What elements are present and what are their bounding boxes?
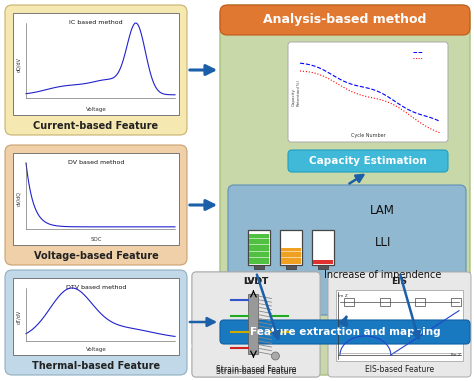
Text: Feature extraction and mapping: Feature extraction and mapping <box>250 327 440 337</box>
FancyBboxPatch shape <box>288 42 448 142</box>
Text: Cycle Number: Cycle Number <box>351 133 385 138</box>
Text: EIS-based Feature: EIS-based Feature <box>365 365 434 373</box>
Text: DTV based method: DTV based method <box>66 285 126 290</box>
Bar <box>13 278 179 355</box>
Text: LLI: LLI <box>374 237 391 250</box>
Text: IC based method: IC based method <box>69 20 123 25</box>
Bar <box>312 230 334 265</box>
Bar <box>451 298 461 306</box>
Text: LVDT: LVDT <box>243 277 269 287</box>
Text: Capacity
Retention(%): Capacity Retention(%) <box>292 78 301 106</box>
FancyBboxPatch shape <box>220 5 470 35</box>
FancyBboxPatch shape <box>5 5 187 135</box>
Text: DV based method: DV based method <box>68 160 124 165</box>
Text: Strain-based Feature: Strain-based Feature <box>216 365 296 373</box>
Bar <box>281 248 301 264</box>
Text: Increase of impendence: Increase of impendence <box>324 270 441 280</box>
Bar <box>280 230 302 265</box>
Bar <box>13 13 179 115</box>
Text: Voltage-based Feature: Voltage-based Feature <box>34 251 158 261</box>
Text: Voltage: Voltage <box>86 107 106 112</box>
Bar <box>344 298 354 306</box>
FancyBboxPatch shape <box>5 270 187 375</box>
Text: dV/dQ: dV/dQ <box>16 192 21 207</box>
Bar <box>313 260 333 264</box>
Text: Strain-based Feature: Strain-based Feature <box>216 367 296 376</box>
Text: Current-based Feature: Current-based Feature <box>34 121 159 131</box>
FancyBboxPatch shape <box>5 145 187 265</box>
FancyBboxPatch shape <box>192 272 320 377</box>
Bar <box>286 265 296 269</box>
FancyBboxPatch shape <box>228 185 466 315</box>
Text: Im Z: Im Z <box>338 294 348 298</box>
Bar <box>248 230 270 265</box>
Text: Capacity Estimation: Capacity Estimation <box>309 156 427 166</box>
FancyBboxPatch shape <box>328 272 471 377</box>
Text: Analysis-based method: Analysis-based method <box>264 13 427 27</box>
Text: LVDT: LVDT <box>243 277 269 287</box>
Bar <box>254 265 264 269</box>
Text: dQ/dV: dQ/dV <box>16 56 21 72</box>
Text: SOC: SOC <box>90 237 102 242</box>
Bar <box>249 234 269 264</box>
Text: Re Z: Re Z <box>451 353 461 357</box>
Bar <box>318 265 328 269</box>
Text: Thermal-based Feature: Thermal-based Feature <box>32 361 160 371</box>
Text: Voltage: Voltage <box>86 347 106 352</box>
FancyBboxPatch shape <box>192 345 320 377</box>
Bar <box>380 298 390 306</box>
FancyBboxPatch shape <box>220 320 470 344</box>
FancyBboxPatch shape <box>220 5 470 375</box>
FancyBboxPatch shape <box>288 150 448 172</box>
Bar <box>248 294 258 354</box>
Text: EIS: EIS <box>392 277 408 287</box>
Circle shape <box>272 352 280 360</box>
Bar <box>13 153 179 245</box>
FancyBboxPatch shape <box>192 272 320 347</box>
Text: LAM: LAM <box>370 203 395 216</box>
Bar <box>415 298 425 306</box>
Bar <box>336 290 463 361</box>
Text: dT/dV: dT/dV <box>16 309 21 323</box>
